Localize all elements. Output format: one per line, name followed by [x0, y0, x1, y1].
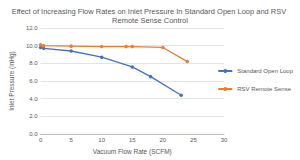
svg-text:2.0: 2.0: [29, 113, 38, 119]
svg-text:6.0: 6.0: [29, 78, 38, 84]
svg-text:5: 5: [69, 137, 73, 143]
svg-text:30: 30: [221, 137, 228, 143]
svg-text:Inlet Pressure (inHg): Inlet Pressure (inHg): [8, 51, 16, 111]
svg-text:8.0: 8.0: [29, 60, 38, 66]
svg-text:RSV Remote Sense: RSV Remote Sense: [237, 86, 291, 92]
svg-text:4.0: 4.0: [29, 96, 38, 102]
svg-text:20: 20: [160, 137, 167, 143]
svg-text:Standard Open Loop: Standard Open Loop: [237, 68, 293, 74]
svg-text:0: 0: [39, 137, 43, 143]
svg-text:25: 25: [190, 137, 197, 143]
svg-text:12.0: 12.0: [26, 25, 38, 31]
svg-text:15: 15: [129, 137, 136, 143]
svg-text:Vacuum Flow Rate (SCFM): Vacuum Flow Rate (SCFM): [93, 148, 172, 156]
svg-text:Effect of Increasing Flow Rate: Effect of Increasing Flow Rates on Inlet…: [12, 7, 289, 16]
svg-text:10.0: 10.0: [26, 43, 38, 49]
svg-text:Remote Sense Control: Remote Sense Control: [112, 16, 188, 25]
svg-text:10: 10: [98, 137, 105, 143]
svg-text:0.0: 0.0: [29, 131, 38, 137]
